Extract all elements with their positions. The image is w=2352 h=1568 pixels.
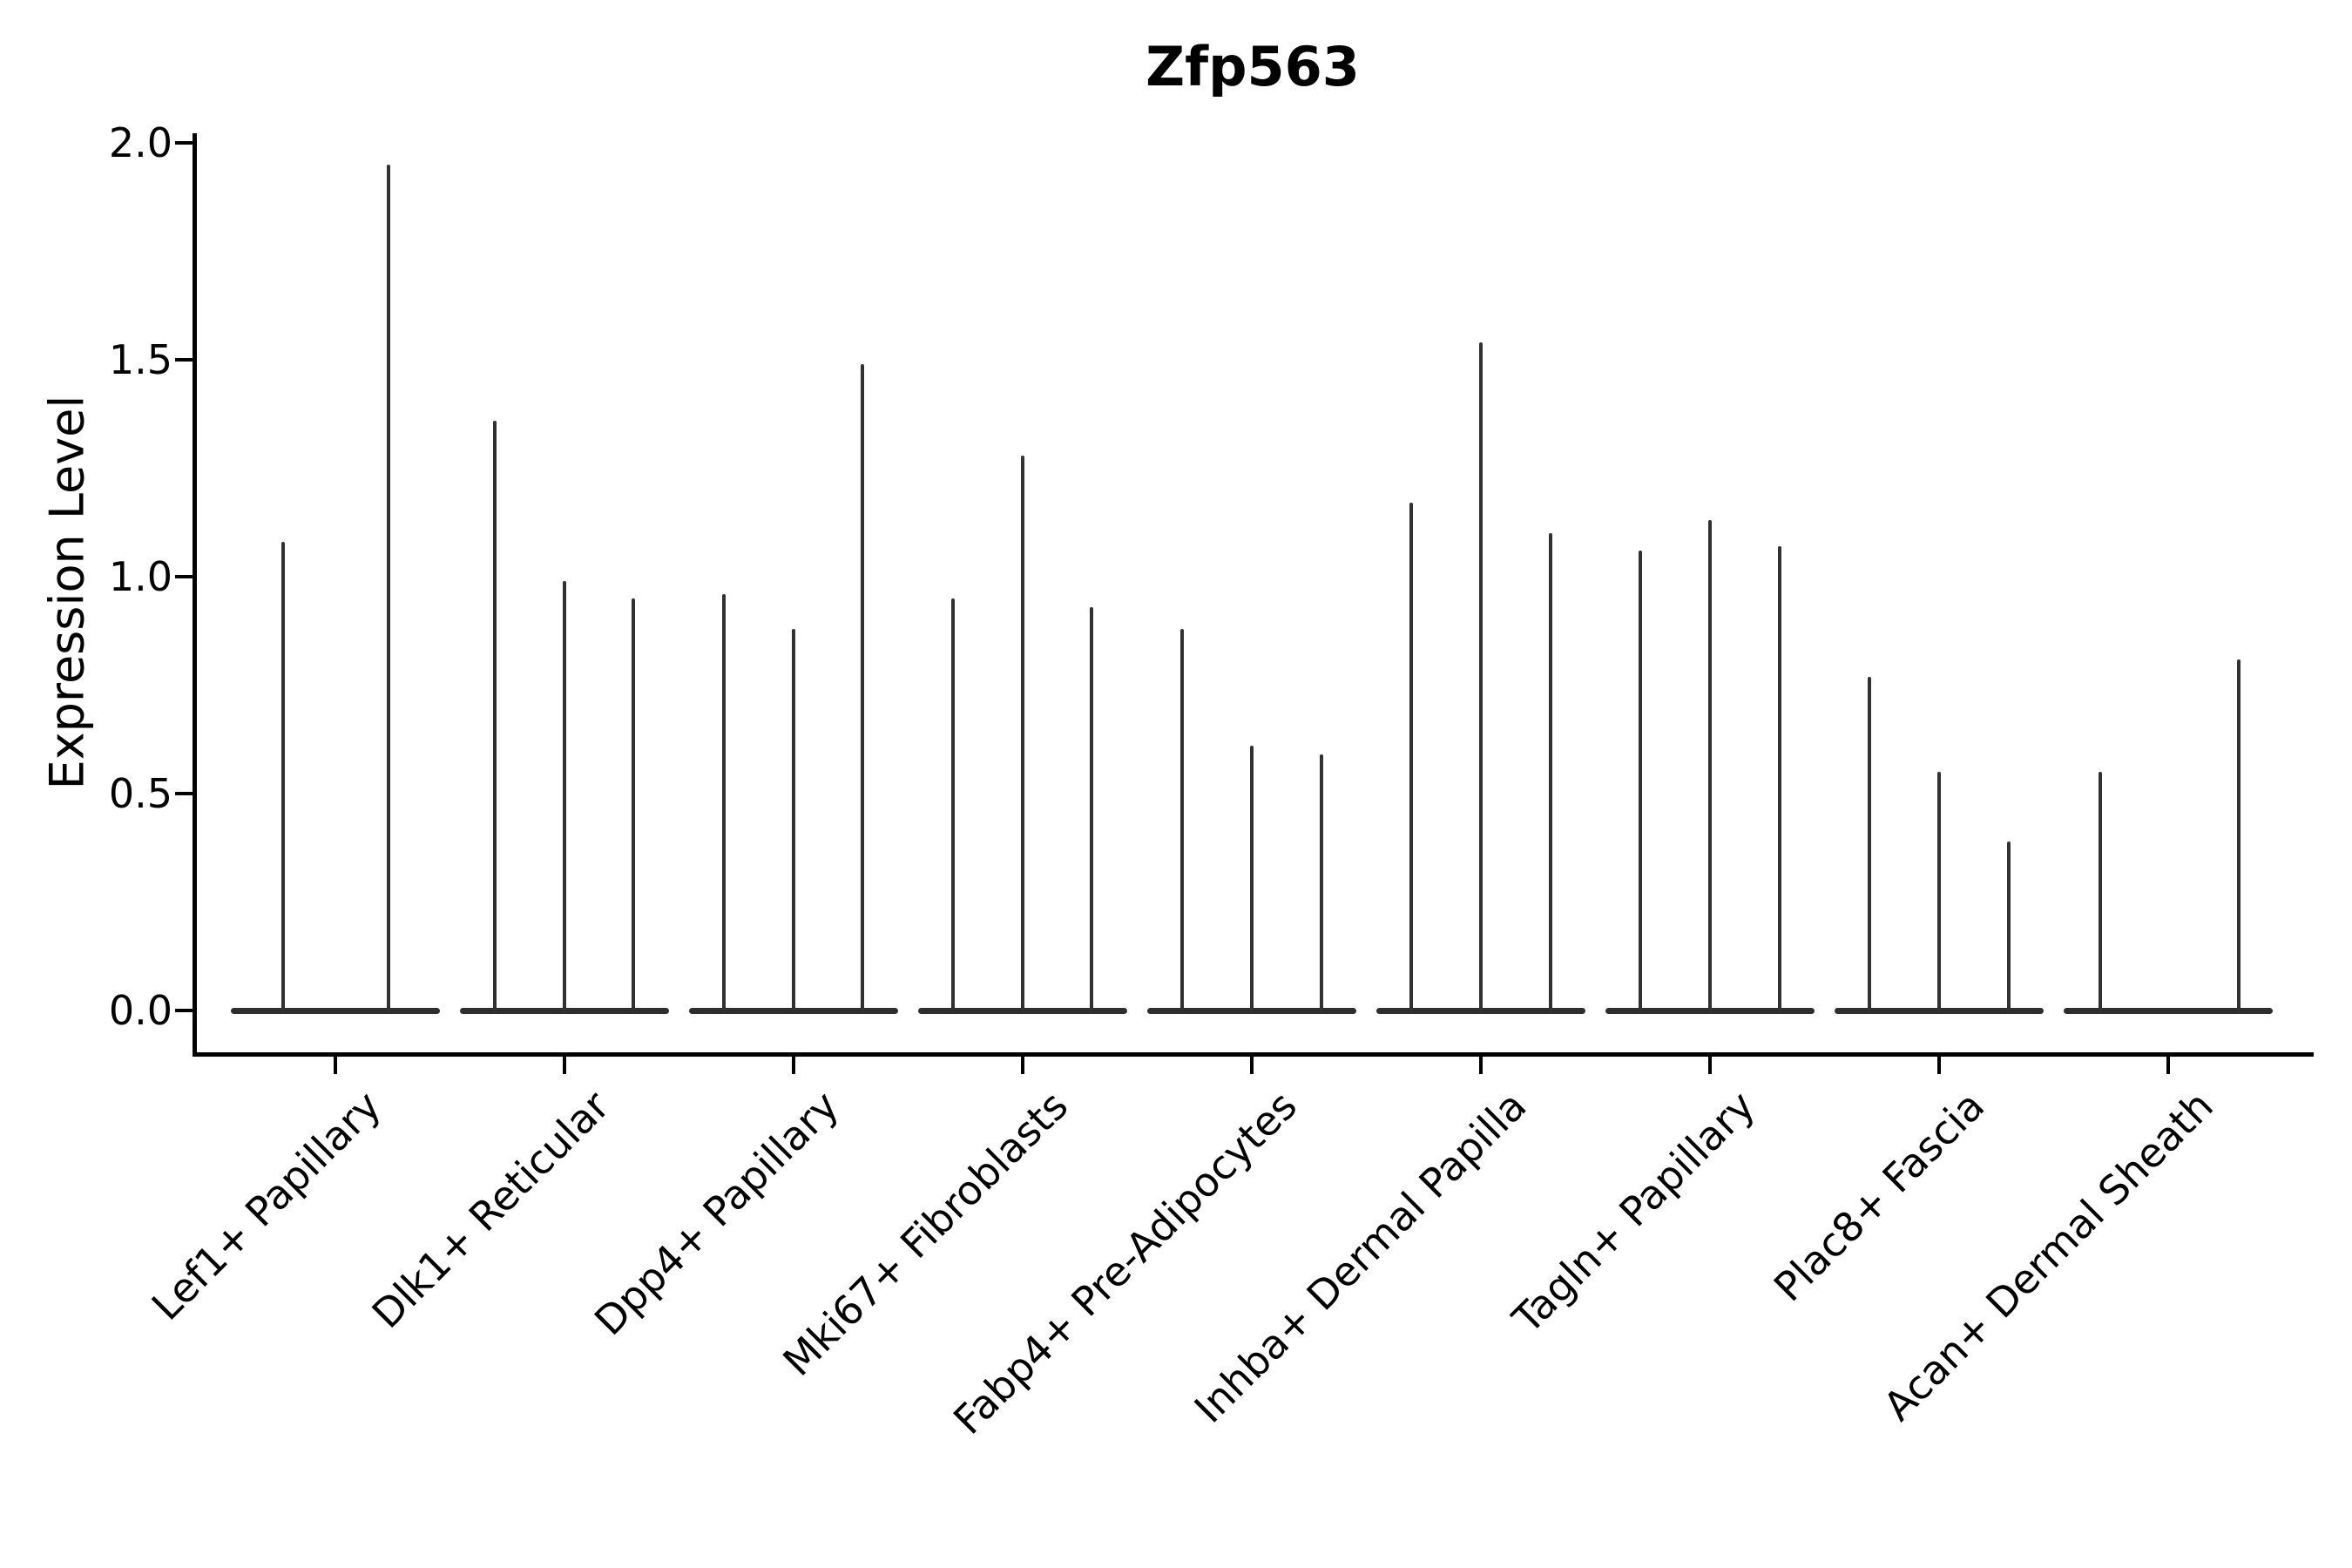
violin-spike (2006, 841, 2011, 1014)
x-tick-mark (1936, 1057, 1942, 1074)
y-tick-mark (175, 1008, 193, 1013)
violin-baseline-body (2064, 1007, 2273, 1014)
violin-spike (1020, 455, 1025, 1014)
violin-spike (2098, 772, 2103, 1014)
x-tick-label: Dpp4+ Papillary (585, 1082, 848, 1345)
y-axis-spine (193, 133, 197, 1057)
violin-spike (386, 164, 391, 1014)
violin-spike (631, 598, 636, 1014)
violin-spike (1249, 746, 1254, 1014)
x-tick-label: Lef1+ Papillary (142, 1082, 390, 1329)
violin-spike (791, 628, 796, 1014)
y-tick-label: 0.5 (108, 770, 172, 817)
y-tick-label: 0.0 (108, 987, 172, 1034)
y-tick-mark (175, 791, 193, 796)
violin-spike (721, 593, 727, 1014)
x-tick-mark (333, 1057, 338, 1074)
violin-spike (562, 580, 567, 1014)
violin-spike (1478, 342, 1484, 1014)
x-tick-mark (1249, 1057, 1254, 1074)
x-tick-mark (791, 1057, 796, 1074)
violin-spike (1089, 606, 1094, 1014)
violin-baseline-body (231, 1007, 440, 1014)
x-tick-label: Dlk1+ Reticular (362, 1082, 619, 1338)
violin-spike (1777, 546, 1782, 1014)
violin-spike (950, 598, 956, 1014)
y-tick-label: 2.0 (108, 119, 172, 166)
violin-spike (1409, 503, 1414, 1014)
violin-spike (1319, 754, 1324, 1014)
y-tick-mark (175, 574, 193, 579)
violin-spike (1867, 676, 1872, 1014)
x-tick-label: Tagln+ Papillary (1504, 1082, 1765, 1342)
violin-spike (492, 420, 497, 1014)
y-axis-label: Expression Level (39, 395, 95, 790)
x-tick-mark (1020, 1057, 1025, 1074)
x-axis-spine (193, 1052, 2314, 1057)
y-tick-mark (175, 357, 193, 362)
x-tick-mark (2166, 1057, 2171, 1074)
violin-spike (1638, 551, 1643, 1014)
y-tick-mark (175, 140, 193, 145)
violin-spike (860, 363, 865, 1014)
violin-spike (2236, 659, 2241, 1014)
x-tick-label: Plac8+ Fascia (1764, 1082, 1994, 1311)
violin-spike (280, 542, 286, 1014)
x-tick-mark (1478, 1057, 1484, 1074)
violin-spike (1179, 628, 1185, 1014)
x-tick-mark (562, 1057, 567, 1074)
y-tick-label: 1.0 (108, 553, 172, 600)
x-tick-mark (1707, 1057, 1713, 1074)
y-tick-label: 1.5 (108, 336, 172, 383)
violin-spike (1936, 772, 1942, 1014)
violin-spike (1548, 533, 1553, 1014)
chart-title: Zfp563 (1146, 35, 1360, 98)
violin-spike (1707, 520, 1713, 1014)
